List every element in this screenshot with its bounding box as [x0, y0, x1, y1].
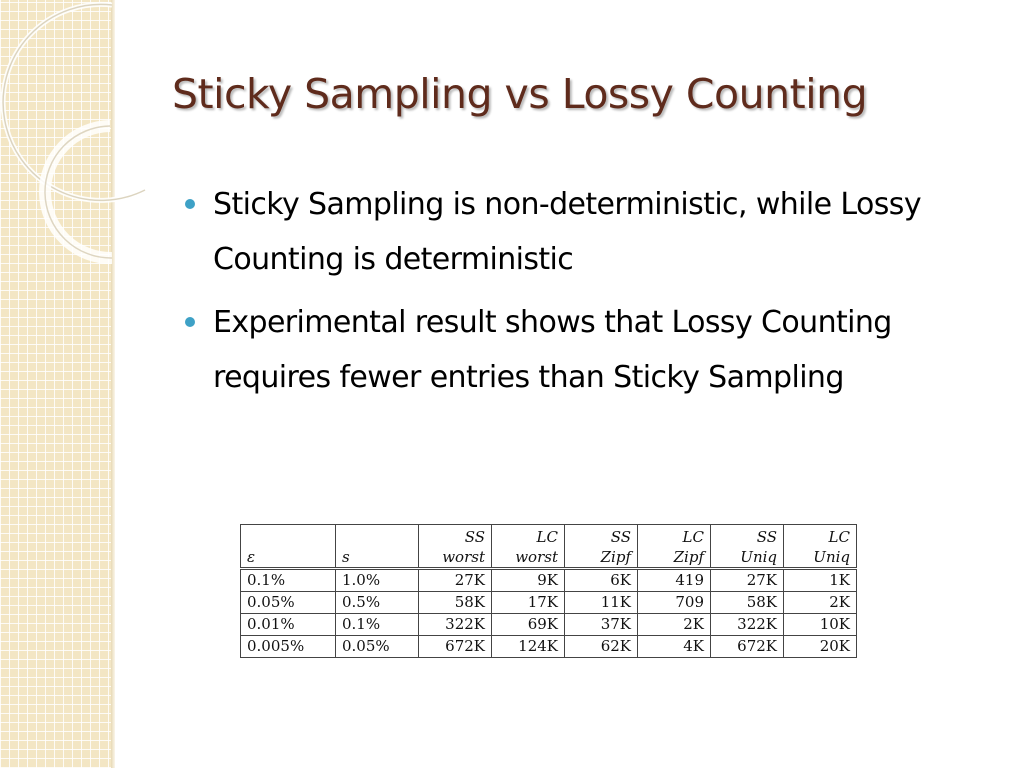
bullet-item: Experimental result shows that Lossy Cou… — [183, 295, 1003, 405]
table-row: 0.01% 0.1% 322K 69K 37K 2K 322K 10K — [240, 613, 857, 636]
table-cell: 0.1% — [335, 613, 419, 636]
bullet-dot-icon — [185, 317, 195, 327]
table-cell: 0.01% — [240, 613, 336, 636]
table-cell: 62K — [564, 635, 638, 658]
table-cell: 58K — [710, 591, 784, 614]
bullet-list: Sticky Sampling is non-deterministic, wh… — [183, 177, 1003, 413]
decorative-rings — [0, 1, 147, 265]
header-lc-worst: LC worst — [491, 524, 565, 569]
table-cell: 27K — [418, 568, 492, 592]
table-cell: 37K — [564, 613, 638, 636]
table-cell: 0.1% — [240, 568, 336, 592]
header-ss-uniq: SS Uniq — [710, 524, 784, 569]
table-row: 0.05% 0.5% 58K 17K 11K 709 58K 2K — [240, 591, 857, 614]
table-cell: 27K — [710, 568, 784, 592]
header-ss-worst: SS worst — [418, 524, 492, 569]
bullet-dot-icon — [185, 199, 195, 209]
table-cell: 322K — [710, 613, 784, 636]
table-cell: 4K — [637, 635, 711, 658]
bullet-text: Sticky Sampling is non-deterministic, wh… — [213, 187, 922, 277]
table-cell: 1.0% — [335, 568, 419, 592]
table-cell: 124K — [491, 635, 565, 658]
sidebar-divider — [111, 0, 115, 768]
header-ss-zipf: SS Zipf — [564, 524, 638, 569]
header-lc-zipf: LC Zipf — [637, 524, 711, 569]
table-cell: 11K — [564, 591, 638, 614]
table-row: 0.1% 1.0% 27K 9K 6K 419 27K 1K — [240, 568, 857, 592]
table-cell: 2K — [783, 591, 857, 614]
table-cell: 672K — [710, 635, 784, 658]
header-lc-uniq: LC Uniq — [783, 524, 857, 569]
header-epsilon: ε — [240, 524, 336, 569]
table-row: 0.005% 0.05% 672K 124K 62K 4K 672K 20K — [240, 635, 857, 658]
table-cell: 0.05% — [335, 635, 419, 658]
table-cell: 58K — [418, 591, 492, 614]
table-cell: 20K — [783, 635, 857, 658]
bullet-item: Sticky Sampling is non-deterministic, wh… — [183, 177, 1003, 287]
table-header-row: ε s SS worst LC worst SS Zipf LC Zipf SS Uniq… — [240, 524, 857, 569]
table-cell: 6K — [564, 568, 638, 592]
table-cell: 17K — [491, 591, 565, 614]
table-cell: 419 — [637, 568, 711, 592]
table-cell: 10K — [783, 613, 857, 636]
header-s: s — [335, 524, 419, 569]
table-cell: 69K — [491, 613, 565, 636]
results-table: ε s SS worst LC worst SS Zipf LC Zipf SS Uniq… — [240, 524, 857, 658]
table-cell: 9K — [491, 568, 565, 592]
table-cell: 709 — [637, 591, 711, 614]
bullet-text: Experimental result shows that Lossy Cou… — [213, 305, 892, 395]
table-cell: 0.5% — [335, 591, 419, 614]
table-cell: 1K — [783, 568, 857, 592]
slide-title: Sticky Sampling vs Lossy Counting — [172, 70, 868, 118]
table-cell: 0.05% — [240, 591, 336, 614]
table-cell: 2K — [637, 613, 711, 636]
table-cell: 672K — [418, 635, 492, 658]
table-cell: 0.005% — [240, 635, 336, 658]
table-cell: 322K — [418, 613, 492, 636]
